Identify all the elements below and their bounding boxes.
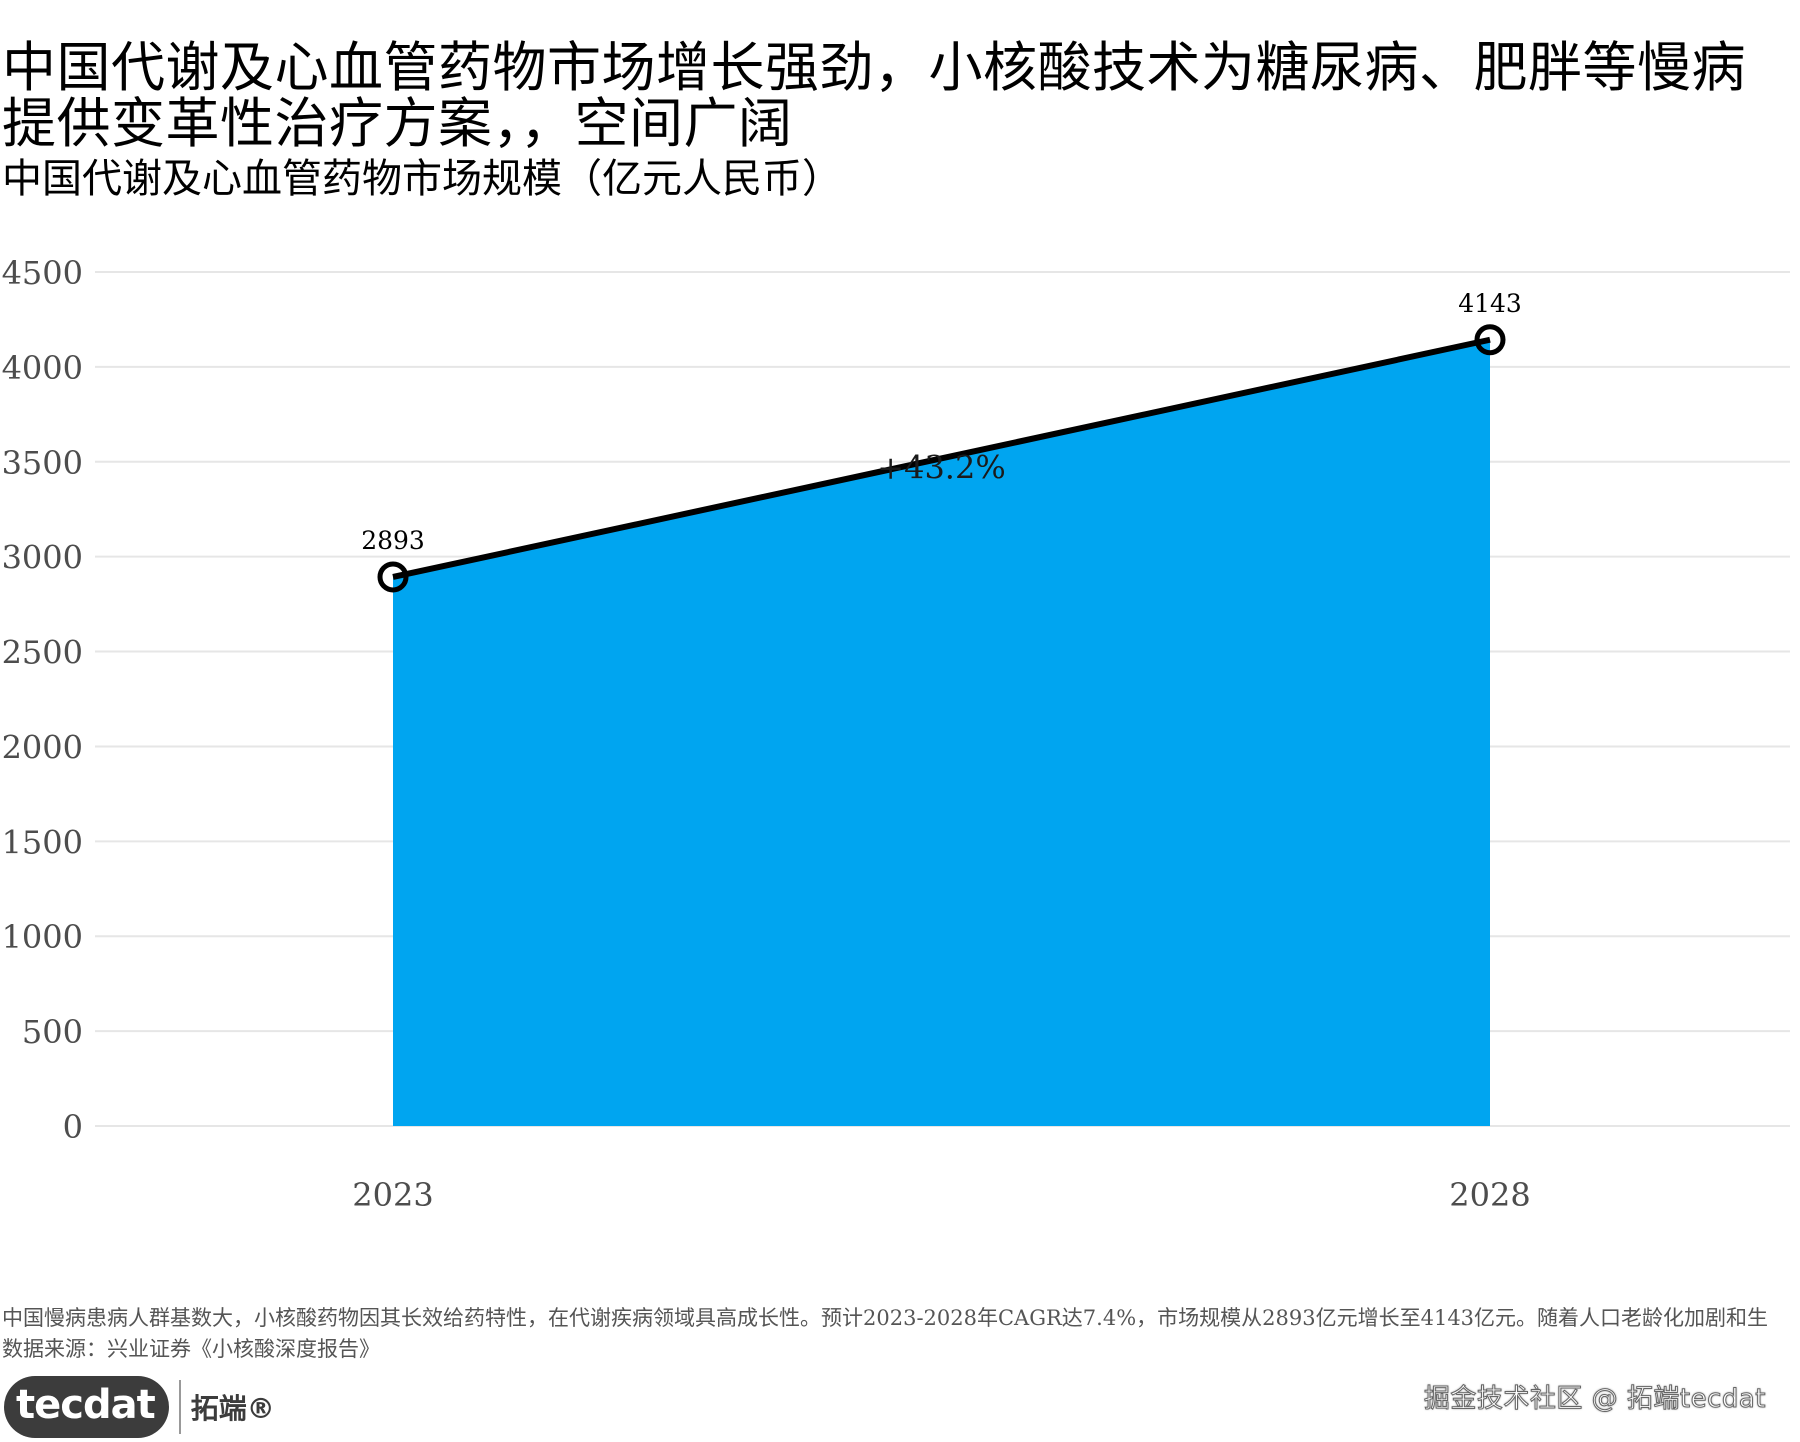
watermark: 掘金技术社区 @ 拓端tecdat xyxy=(1423,1384,1766,1415)
logo-badge: tecdat xyxy=(4,1376,169,1438)
growth-annotation: +43.2% xyxy=(877,448,1005,486)
area-chart: 0 500 1000 1500 2000 2500 3000 3500 4000 4500 202… xyxy=(2,254,1790,1214)
y-tick-label: 1000 xyxy=(2,918,83,956)
x-tick-label: 2023 xyxy=(352,1176,433,1214)
chart-title: 中国代谢及心血管药物市场增长强劲，小核酸技术为糖尿病、肥胖等慢病提供变革性治疗方… xyxy=(2,36,1746,155)
y-tick-label: 3500 xyxy=(2,444,83,482)
y-tick-label: 4000 xyxy=(2,349,83,387)
x-axis: 2023 2028 xyxy=(352,1176,1530,1214)
chart-caption: 中国慢病患病人群基数大，小核酸药物因其长效给药特性，在代谢疾病领域具高成长性。预… xyxy=(2,1306,1769,1330)
series-line xyxy=(392,336,1491,580)
y-tick-label: 0 xyxy=(63,1108,83,1146)
logo-separator xyxy=(178,1380,181,1434)
data-label: 4143 xyxy=(1458,289,1522,318)
data-label: 2893 xyxy=(361,526,425,555)
y-tick-label: 2000 xyxy=(2,728,83,766)
logo-text: 拓端® xyxy=(190,1392,275,1425)
y-tick-label: 1500 xyxy=(2,823,83,861)
marks-layer: 2893 4143 +43.2% xyxy=(361,289,1522,593)
area-layer xyxy=(393,339,1490,1126)
y-axis: 0 500 1000 1500 2000 2500 3000 3500 4000 4500 xyxy=(2,254,83,1146)
data-point xyxy=(1474,324,1506,356)
y-tick-label: 500 xyxy=(22,1013,83,1051)
data-point xyxy=(377,561,409,593)
y-tick-label: 4500 xyxy=(2,254,83,292)
area-fill xyxy=(393,339,1490,1126)
data-source: 数据来源：兴业证券《小核酸深度报告》 xyxy=(2,1337,380,1361)
brand-logo: tecdat 拓端® xyxy=(4,1372,275,1442)
chart-subtitle: 中国代谢及心血管药物市场规模（亿元人民币） xyxy=(2,156,842,202)
y-tick-label: 2500 xyxy=(2,634,83,672)
x-tick-label: 2028 xyxy=(1449,1176,1530,1214)
y-tick-label: 3000 xyxy=(2,539,83,577)
